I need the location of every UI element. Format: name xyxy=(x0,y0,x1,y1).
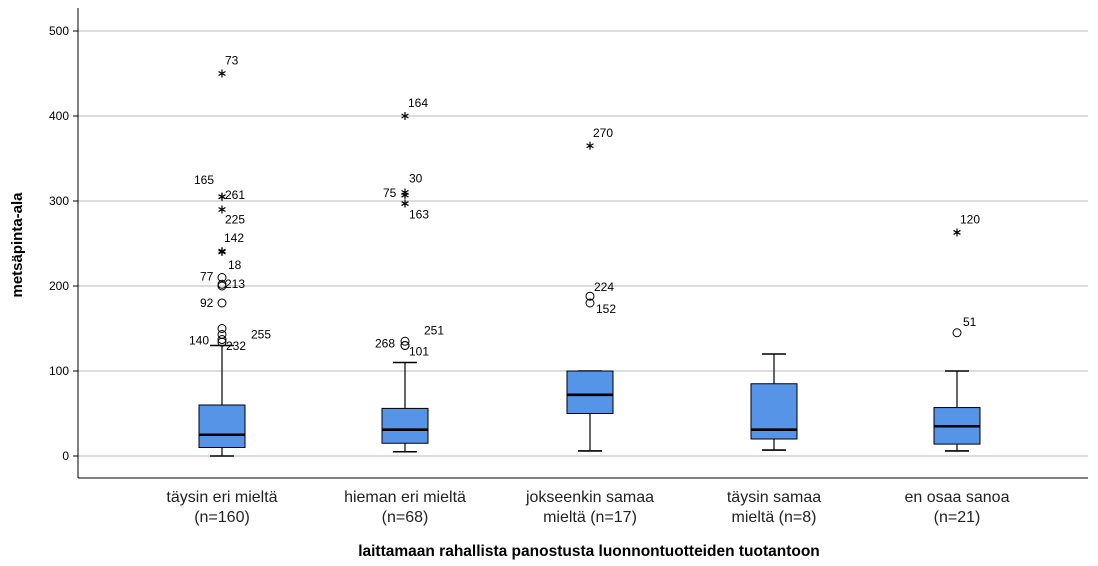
box-group xyxy=(750,353,798,451)
outlier-star xyxy=(218,205,226,214)
outlier-label: 140 xyxy=(189,333,209,347)
outlier-label: 255 xyxy=(251,328,271,342)
outlier-circle xyxy=(217,335,227,345)
outlier-circle xyxy=(400,341,410,350)
outlier-label: 101 xyxy=(409,345,429,359)
x-tick-label: en osaa sanoa xyxy=(905,489,1010,506)
x-axis: täysin eri mieltä (n=160) hieman eri mielt… xyxy=(78,477,1088,526)
box-group: 51 120 xyxy=(933,212,981,452)
outlier-circle xyxy=(217,298,227,308)
x-tick-label: mieltä (n=17) xyxy=(543,509,637,526)
x-tick-label: jokseenkin samaa xyxy=(525,489,654,506)
x-tick-label: mieltä (n=8) xyxy=(732,509,817,526)
outlier-label: 268 xyxy=(375,337,395,351)
outlier-star xyxy=(218,247,226,256)
outlier-label: 51 xyxy=(963,315,977,329)
outlier-label: 163 xyxy=(409,208,429,222)
x-tick-label: (n=21) xyxy=(934,509,981,526)
outlier-circle xyxy=(585,298,595,308)
outlier-circle xyxy=(400,336,410,346)
y-axis: 0 100 200 300 400 500 xyxy=(49,8,79,478)
x-tick-label: (n=160) xyxy=(194,509,250,526)
box-group: 268 251 101 75 30 163 164 xyxy=(375,96,444,453)
outlier-label: 224 xyxy=(594,280,614,294)
x-tick-label: (n=68) xyxy=(382,509,429,526)
box xyxy=(566,370,614,414)
outlier-circle xyxy=(217,273,227,282)
outlier-label: 77 xyxy=(200,270,214,284)
outlier-label: 251 xyxy=(424,323,444,337)
gridlines xyxy=(78,30,1088,457)
y-tick-label: 300 xyxy=(49,194,69,208)
outlier-circle xyxy=(217,324,227,333)
y-tick-label: 400 xyxy=(49,109,69,123)
outlier-circle xyxy=(952,328,962,338)
y-tick-label: 100 xyxy=(49,364,69,378)
outlier-circle xyxy=(585,291,595,301)
outlier-label: 270 xyxy=(593,126,613,140)
y-tick-label: 500 xyxy=(49,24,69,38)
outlier-label: 261 xyxy=(225,188,245,202)
outlier-star xyxy=(953,228,961,237)
box-group: 140 255 232 92 213 77 18 142 225 165 261 73 xyxy=(189,54,271,457)
outlier-label: 92 xyxy=(200,296,214,310)
outlier-star xyxy=(218,192,226,201)
box xyxy=(381,407,429,444)
outlier-label: 120 xyxy=(960,212,980,226)
box-group: 224 152 270 xyxy=(566,126,616,452)
outlier-star xyxy=(218,69,226,78)
outlier-label: 73 xyxy=(225,54,239,68)
outlier-label: 142 xyxy=(224,231,244,245)
outlier-label: 164 xyxy=(408,96,428,110)
outlier-circle xyxy=(217,279,227,289)
outlier-label: 18 xyxy=(228,258,242,272)
outlier-label: 225 xyxy=(225,213,245,227)
outlier-label: 75 xyxy=(383,186,397,200)
outlier-star xyxy=(401,112,409,120)
x-tick-label: hieman eri mieltä xyxy=(344,489,466,506)
boxes: 140 255 232 92 213 77 18 142 225 165 261 73 268 251 10… xyxy=(189,54,981,457)
outlier-label: 165 xyxy=(194,173,214,187)
box xyxy=(198,404,246,448)
y-tick-label: 0 xyxy=(62,449,69,463)
x-tick-label: täysin samaa xyxy=(727,489,821,506)
outlier-label: 152 xyxy=(596,302,616,316)
x-axis-label: laittamaan rahallista panostusta luonnon… xyxy=(358,543,820,560)
y-tick-label: 200 xyxy=(49,279,69,293)
outlier-label: 232 xyxy=(226,339,246,353)
outlier-label: 30 xyxy=(409,172,423,186)
outlier-star xyxy=(401,199,409,208)
y-axis-label: metsäpinta-ala xyxy=(9,192,26,298)
x-tick-label: täysin eri mieltä xyxy=(166,489,277,506)
outlier-star xyxy=(401,188,409,197)
outlier-circle xyxy=(217,337,227,347)
outlier-label: 213 xyxy=(225,277,245,291)
outlier-star xyxy=(586,141,594,150)
